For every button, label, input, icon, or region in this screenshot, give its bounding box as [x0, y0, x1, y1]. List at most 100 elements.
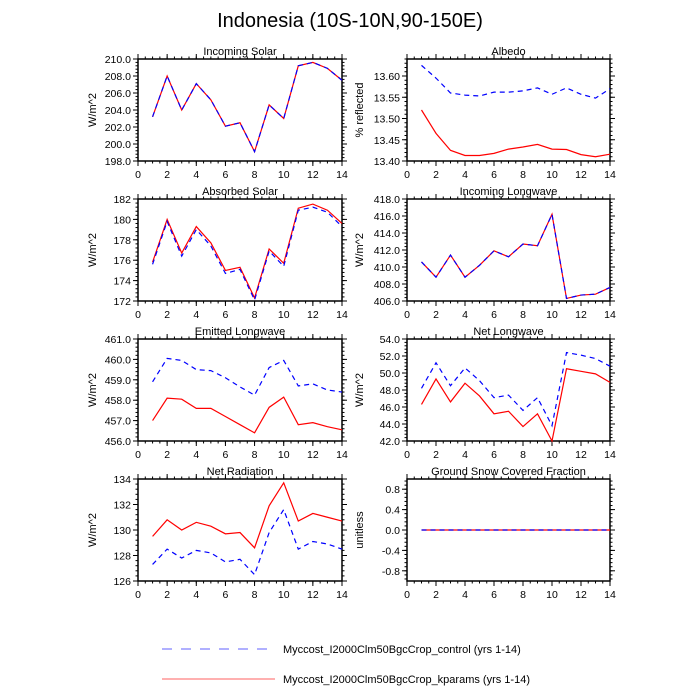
plot-frame [137, 58, 343, 162]
y-tick-label: 202.0 [105, 122, 131, 134]
x-tick-label: 2 [164, 589, 170, 601]
y-axis-label: W/m^2 [87, 373, 99, 407]
x-tick-label: 10 [278, 169, 290, 181]
series-line-kparams [152, 61, 343, 154]
y-tick-label: 416.0 [374, 211, 400, 223]
x-tick-label: 6 [491, 309, 497, 321]
y-tick-label: 410.0 [374, 262, 400, 274]
x-tick-label: 0 [404, 169, 410, 181]
panel-net-longwave: Net Longwave W/m^2 0 2 4 6 8 10 12 14 42.0 44.0 46.0… [354, 326, 616, 461]
panel-title: Emitted Longwave [195, 326, 286, 338]
y-tick-label: 456.0 [105, 436, 131, 448]
y-axis-label: W/m^2 [87, 233, 99, 267]
y-tick-label: 459.0 [105, 375, 131, 387]
series-line-control [421, 212, 611, 300]
x-tick-label: 10 [546, 589, 558, 601]
y-tick-label: -0.4 [382, 545, 400, 557]
x-tick-label: 8 [252, 169, 258, 181]
panel-title: Incoming Solar [203, 46, 277, 58]
y-tick-label: 414.0 [374, 228, 400, 240]
x-tick-label: 8 [520, 309, 526, 321]
x-tick-label: 12 [575, 589, 587, 601]
y-tick-label: 0.4 [385, 505, 400, 517]
x-tick-label: 10 [546, 309, 558, 321]
y-axis-label: W/m^2 [354, 233, 366, 267]
y-tick-label: 0.8 [385, 484, 400, 496]
series-line-control [152, 206, 343, 302]
panel-albedo: Albedo % reflected 0 2 4 6 8 10 12 14 13.40 13.45 13… [354, 46, 616, 181]
y-tick-label: 408.0 [374, 279, 400, 291]
x-tick-label: 10 [546, 169, 558, 181]
y-axis-label: unitless [354, 511, 366, 549]
x-tick-label: 0 [135, 589, 141, 601]
x-tick-label: 14 [604, 309, 616, 321]
y-axis-label: % reflected [354, 82, 366, 137]
y-tick-label: 204.0 [105, 105, 131, 117]
y-tick-label: 172 [113, 296, 131, 308]
y-tick-label: 180 [113, 214, 131, 226]
y-tick-label: 13.50 [374, 114, 400, 126]
y-axis-label: W/m^2 [87, 513, 99, 547]
y-tick-label: 42.0 [380, 436, 401, 448]
panel-title: Net Longwave [473, 326, 543, 338]
x-tick-label: 2 [433, 169, 439, 181]
x-tick-label: 2 [433, 309, 439, 321]
y-tick-label: 52.0 [380, 351, 401, 363]
y-tick-label: 418.0 [374, 194, 400, 206]
panel-title: Albedo [491, 46, 525, 58]
legend: Myccost_I2000Clm50BgcCrop_control (yrs 1… [162, 644, 530, 686]
panel-net-radiation: Net Radiation W/m^2 0 2 4 6 8 10 12 14 126 128 130 13… [87, 466, 348, 601]
x-tick-label: 6 [491, 449, 497, 461]
y-tick-label: 130 [113, 525, 131, 537]
x-tick-label: 6 [491, 589, 497, 601]
panel-title: Absorbed Solar [202, 186, 278, 198]
y-tick-label: 48.0 [380, 385, 401, 397]
x-tick-label: 0 [404, 589, 410, 601]
y-tick-label: 13.45 [374, 135, 400, 147]
y-tick-label: 46.0 [380, 402, 401, 414]
x-tick-label: 8 [252, 449, 258, 461]
x-tick-label: 12 [575, 449, 587, 461]
x-tick-label: 10 [278, 589, 290, 601]
y-tick-label: 13.40 [374, 156, 400, 168]
x-tick-label: 8 [520, 449, 526, 461]
plot-frame [406, 198, 611, 302]
panel-title: Net Radiation [207, 466, 274, 478]
y-tick-label: 406.0 [374, 296, 400, 308]
y-axis-label: W/m^2 [354, 373, 366, 407]
x-tick-label: 12 [575, 169, 587, 181]
y-tick-label: 208.0 [105, 71, 131, 83]
series-line-kparams [152, 481, 343, 549]
x-tick-label: 14 [604, 449, 616, 461]
plot-frame [406, 338, 611, 442]
series-line-control [152, 357, 343, 396]
panel-absorbed-solar: Absorbed Solar W/m^2 0 2 4 6 8 10 12 14 172 174 176 1… [87, 186, 348, 321]
panel-title: Ground Snow Covered Fraction [431, 466, 586, 478]
x-tick-label: 2 [164, 449, 170, 461]
x-tick-label: 14 [336, 589, 348, 601]
y-tick-label: -0.8 [382, 566, 400, 578]
y-tick-label: 174 [113, 276, 131, 288]
x-tick-label: 10 [278, 309, 290, 321]
y-tick-label: 126 [113, 576, 131, 588]
series-line-kparams [420, 368, 611, 443]
x-tick-label: 2 [164, 169, 170, 181]
x-tick-label: 14 [604, 589, 616, 601]
x-tick-label: 14 [336, 309, 348, 321]
series-line-kparams [152, 396, 343, 434]
x-tick-label: 10 [546, 449, 558, 461]
y-tick-label: 182 [113, 194, 131, 206]
panel-incoming-longwave: Incoming Longwave W/m^2 0 2 4 6 8 10 12 14 406.0 40… [354, 186, 616, 321]
x-tick-label: 12 [307, 169, 319, 181]
x-tick-label: 6 [223, 309, 229, 321]
x-tick-label: 4 [193, 449, 199, 461]
x-tick-label: 2 [433, 449, 439, 461]
x-tick-label: 4 [193, 169, 199, 181]
panel-title: Incoming Longwave [460, 186, 558, 198]
series-line-control [420, 351, 611, 428]
y-tick-label: 457.0 [105, 416, 131, 428]
y-tick-label: 128 [113, 551, 131, 563]
x-tick-label: 12 [307, 309, 319, 321]
x-tick-label: 0 [404, 449, 410, 461]
